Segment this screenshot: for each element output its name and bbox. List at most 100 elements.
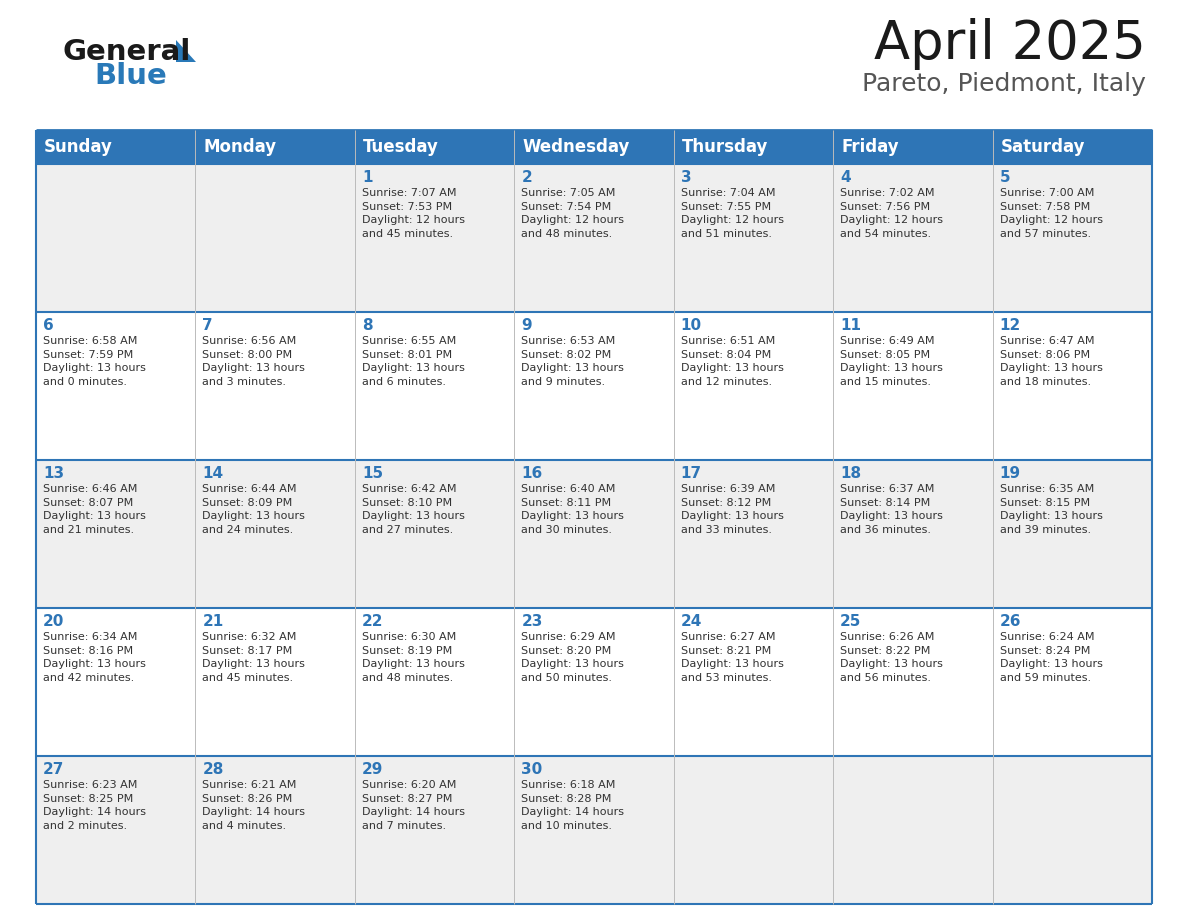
Text: 18: 18 <box>840 466 861 481</box>
Text: 29: 29 <box>362 762 384 777</box>
Text: Sunrise: 6:34 AM
Sunset: 8:16 PM
Daylight: 13 hours
and 42 minutes.: Sunrise: 6:34 AM Sunset: 8:16 PM Dayligh… <box>43 632 146 683</box>
Text: 3: 3 <box>681 170 691 185</box>
Bar <box>36 312 196 460</box>
Text: 30: 30 <box>522 762 543 777</box>
Bar <box>196 608 355 756</box>
Text: Thursday: Thursday <box>682 138 769 156</box>
Text: Sunrise: 6:40 AM
Sunset: 8:11 PM
Daylight: 13 hours
and 30 minutes.: Sunrise: 6:40 AM Sunset: 8:11 PM Dayligh… <box>522 484 624 535</box>
Bar <box>833 460 992 608</box>
Text: Sunrise: 6:24 AM
Sunset: 8:24 PM
Daylight: 13 hours
and 59 minutes.: Sunrise: 6:24 AM Sunset: 8:24 PM Dayligh… <box>999 632 1102 683</box>
Text: Sunrise: 6:46 AM
Sunset: 8:07 PM
Daylight: 13 hours
and 21 minutes.: Sunrise: 6:46 AM Sunset: 8:07 PM Dayligh… <box>43 484 146 535</box>
Bar <box>992 164 1152 312</box>
Bar <box>196 312 355 460</box>
Bar <box>514 460 674 608</box>
Bar <box>674 312 833 460</box>
Text: 4: 4 <box>840 170 851 185</box>
Bar <box>355 460 514 608</box>
Bar <box>833 756 992 904</box>
Bar <box>674 608 833 756</box>
Bar <box>196 756 355 904</box>
Text: Sunrise: 6:47 AM
Sunset: 8:06 PM
Daylight: 13 hours
and 18 minutes.: Sunrise: 6:47 AM Sunset: 8:06 PM Dayligh… <box>999 336 1102 386</box>
Text: Sunrise: 6:55 AM
Sunset: 8:01 PM
Daylight: 13 hours
and 6 minutes.: Sunrise: 6:55 AM Sunset: 8:01 PM Dayligh… <box>362 336 465 386</box>
Bar <box>992 312 1152 460</box>
Bar <box>36 130 1152 164</box>
Text: 12: 12 <box>999 318 1020 333</box>
Text: Sunrise: 6:32 AM
Sunset: 8:17 PM
Daylight: 13 hours
and 45 minutes.: Sunrise: 6:32 AM Sunset: 8:17 PM Dayligh… <box>202 632 305 683</box>
Bar <box>674 756 833 904</box>
Bar <box>833 164 992 312</box>
Bar <box>992 608 1152 756</box>
Text: Sunrise: 7:00 AM
Sunset: 7:58 PM
Daylight: 12 hours
and 57 minutes.: Sunrise: 7:00 AM Sunset: 7:58 PM Dayligh… <box>999 188 1102 239</box>
Bar <box>833 608 992 756</box>
Bar <box>196 460 355 608</box>
Text: 2: 2 <box>522 170 532 185</box>
Text: 25: 25 <box>840 614 861 629</box>
Text: Sunrise: 7:05 AM
Sunset: 7:54 PM
Daylight: 12 hours
and 48 minutes.: Sunrise: 7:05 AM Sunset: 7:54 PM Dayligh… <box>522 188 624 239</box>
Text: Sunrise: 6:44 AM
Sunset: 8:09 PM
Daylight: 13 hours
and 24 minutes.: Sunrise: 6:44 AM Sunset: 8:09 PM Dayligh… <box>202 484 305 535</box>
Text: Sunrise: 6:42 AM
Sunset: 8:10 PM
Daylight: 13 hours
and 27 minutes.: Sunrise: 6:42 AM Sunset: 8:10 PM Dayligh… <box>362 484 465 535</box>
Text: Sunrise: 6:18 AM
Sunset: 8:28 PM
Daylight: 14 hours
and 10 minutes.: Sunrise: 6:18 AM Sunset: 8:28 PM Dayligh… <box>522 780 624 831</box>
Text: 9: 9 <box>522 318 532 333</box>
Bar <box>992 756 1152 904</box>
Text: 8: 8 <box>362 318 373 333</box>
Text: Tuesday: Tuesday <box>362 138 438 156</box>
Text: 26: 26 <box>999 614 1020 629</box>
Text: Sunrise: 6:27 AM
Sunset: 8:21 PM
Daylight: 13 hours
and 53 minutes.: Sunrise: 6:27 AM Sunset: 8:21 PM Dayligh… <box>681 632 784 683</box>
Text: Blue: Blue <box>94 62 166 90</box>
Text: Sunrise: 6:39 AM
Sunset: 8:12 PM
Daylight: 13 hours
and 33 minutes.: Sunrise: 6:39 AM Sunset: 8:12 PM Dayligh… <box>681 484 784 535</box>
Polygon shape <box>176 40 196 62</box>
Text: Sunrise: 6:49 AM
Sunset: 8:05 PM
Daylight: 13 hours
and 15 minutes.: Sunrise: 6:49 AM Sunset: 8:05 PM Dayligh… <box>840 336 943 386</box>
Text: 20: 20 <box>43 614 64 629</box>
Text: 21: 21 <box>202 614 223 629</box>
Text: Friday: Friday <box>841 138 899 156</box>
Bar <box>514 756 674 904</box>
Text: 17: 17 <box>681 466 702 481</box>
Text: 10: 10 <box>681 318 702 333</box>
Text: Sunrise: 6:53 AM
Sunset: 8:02 PM
Daylight: 13 hours
and 9 minutes.: Sunrise: 6:53 AM Sunset: 8:02 PM Dayligh… <box>522 336 624 386</box>
Text: 5: 5 <box>999 170 1010 185</box>
Text: Sunrise: 6:30 AM
Sunset: 8:19 PM
Daylight: 13 hours
and 48 minutes.: Sunrise: 6:30 AM Sunset: 8:19 PM Dayligh… <box>362 632 465 683</box>
Text: 27: 27 <box>43 762 64 777</box>
Text: 7: 7 <box>202 318 213 333</box>
Bar <box>355 608 514 756</box>
Bar <box>196 164 355 312</box>
Text: Pareto, Piedmont, Italy: Pareto, Piedmont, Italy <box>862 72 1146 96</box>
Text: Sunrise: 6:35 AM
Sunset: 8:15 PM
Daylight: 13 hours
and 39 minutes.: Sunrise: 6:35 AM Sunset: 8:15 PM Dayligh… <box>999 484 1102 535</box>
Bar <box>355 164 514 312</box>
Text: Sunday: Sunday <box>44 138 113 156</box>
Text: 16: 16 <box>522 466 543 481</box>
Text: 23: 23 <box>522 614 543 629</box>
Bar <box>514 312 674 460</box>
Bar <box>36 460 196 608</box>
Text: Sunrise: 6:29 AM
Sunset: 8:20 PM
Daylight: 13 hours
and 50 minutes.: Sunrise: 6:29 AM Sunset: 8:20 PM Dayligh… <box>522 632 624 683</box>
Text: 1: 1 <box>362 170 372 185</box>
Bar <box>355 756 514 904</box>
Text: Sunrise: 6:26 AM
Sunset: 8:22 PM
Daylight: 13 hours
and 56 minutes.: Sunrise: 6:26 AM Sunset: 8:22 PM Dayligh… <box>840 632 943 683</box>
Text: Sunrise: 6:58 AM
Sunset: 7:59 PM
Daylight: 13 hours
and 0 minutes.: Sunrise: 6:58 AM Sunset: 7:59 PM Dayligh… <box>43 336 146 386</box>
Bar <box>992 460 1152 608</box>
Text: Saturday: Saturday <box>1000 138 1085 156</box>
Bar <box>514 608 674 756</box>
Bar <box>36 756 196 904</box>
Text: 13: 13 <box>43 466 64 481</box>
Text: 14: 14 <box>202 466 223 481</box>
Text: Sunrise: 6:23 AM
Sunset: 8:25 PM
Daylight: 14 hours
and 2 minutes.: Sunrise: 6:23 AM Sunset: 8:25 PM Dayligh… <box>43 780 146 831</box>
Bar <box>674 460 833 608</box>
Text: Sunrise: 6:20 AM
Sunset: 8:27 PM
Daylight: 14 hours
and 7 minutes.: Sunrise: 6:20 AM Sunset: 8:27 PM Dayligh… <box>362 780 465 831</box>
Text: Sunrise: 6:37 AM
Sunset: 8:14 PM
Daylight: 13 hours
and 36 minutes.: Sunrise: 6:37 AM Sunset: 8:14 PM Dayligh… <box>840 484 943 535</box>
Text: April 2025: April 2025 <box>874 18 1146 70</box>
Bar <box>674 164 833 312</box>
Text: General: General <box>62 38 190 66</box>
Text: 11: 11 <box>840 318 861 333</box>
Text: Monday: Monday <box>203 138 277 156</box>
Text: Sunrise: 7:07 AM
Sunset: 7:53 PM
Daylight: 12 hours
and 45 minutes.: Sunrise: 7:07 AM Sunset: 7:53 PM Dayligh… <box>362 188 465 239</box>
Text: 6: 6 <box>43 318 53 333</box>
Bar <box>514 164 674 312</box>
Text: 19: 19 <box>999 466 1020 481</box>
Text: 22: 22 <box>362 614 384 629</box>
Bar <box>36 608 196 756</box>
Text: Wednesday: Wednesday <box>523 138 630 156</box>
Text: 28: 28 <box>202 762 223 777</box>
Text: 24: 24 <box>681 614 702 629</box>
Text: Sunrise: 6:51 AM
Sunset: 8:04 PM
Daylight: 13 hours
and 12 minutes.: Sunrise: 6:51 AM Sunset: 8:04 PM Dayligh… <box>681 336 784 386</box>
